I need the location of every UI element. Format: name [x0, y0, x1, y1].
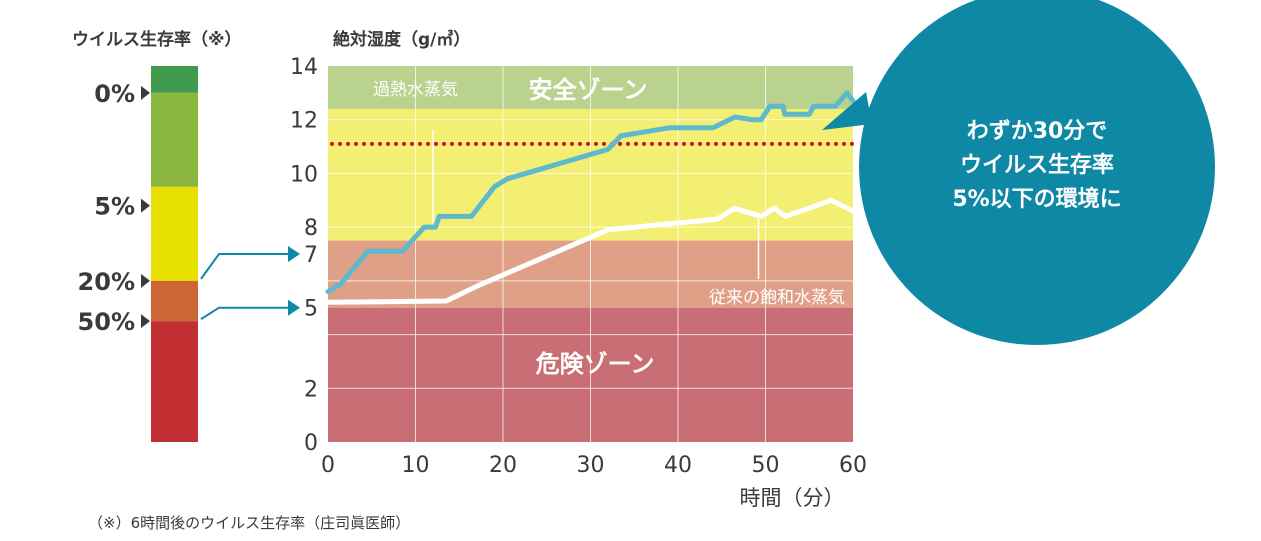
y-tick-label: 8: [304, 216, 318, 241]
scale-link-line: [200, 253, 288, 280]
x-tick-labels: 0 10 20 30 40 50 60: [321, 453, 867, 478]
x-axis-title: 時間（分）: [740, 486, 845, 510]
scale-marker-arrow: [141, 85, 150, 100]
callout-text-line: わずか30分で: [967, 119, 1108, 144]
callout-text-line: ウイルス生存率: [960, 152, 1114, 178]
x-tick-label: 50: [752, 453, 780, 478]
series-lines: [325, 90, 856, 305]
left-scale-title: ウイルス生存率（※）: [72, 29, 242, 50]
footnote: （※）6時間後のウイルス生存率（庄司眞医師）: [88, 514, 410, 532]
callout-text-line: 5%以下の環境に: [952, 186, 1121, 212]
x-tick-label: 30: [577, 453, 605, 478]
scale-marker-label: 50%: [78, 308, 135, 336]
scale-segment: [151, 92, 198, 187]
y-tick-label: 2: [304, 377, 318, 402]
x-tick-label: 0: [321, 453, 335, 478]
safe-zone-label: 安全ゾーン: [529, 76, 648, 104]
scale-segment: [151, 186, 198, 281]
y-tick-label: 7: [304, 243, 318, 268]
series-label-conventional: 従来の飽和水蒸気: [709, 288, 845, 308]
x-tick-label: 10: [402, 453, 430, 478]
scale-marker-arrow: [141, 273, 150, 288]
x-tick-label: 40: [664, 453, 692, 478]
y-tick-label: 0: [304, 431, 318, 456]
scale-link-arrows: [200, 246, 300, 320]
y-tick-labels: 0 2 5 78 10 12 14: [290, 55, 318, 456]
callout-pointer: [822, 92, 872, 130]
gridlines: [328, 66, 853, 442]
y-axis-title: 絶対湿度（g/㎥）: [333, 29, 470, 50]
scale-marker-label: 5%: [94, 193, 135, 221]
danger-zone-label: 危険ゾーン: [536, 350, 655, 378]
scale-segment: [151, 280, 198, 322]
scale-link-arrowhead: [288, 246, 300, 262]
y-tick-label: 14: [290, 55, 318, 80]
y-tick-label: 5: [304, 297, 318, 322]
scale-marker-arrow: [141, 198, 150, 213]
x-tick-label: 20: [489, 453, 517, 478]
conventional-steam-line: [325, 197, 856, 305]
callout-circle: [859, 0, 1215, 345]
scale-segment: [151, 321, 198, 442]
scale-marker-label: 20%: [78, 268, 135, 296]
scale-link-arrowhead: [288, 299, 300, 316]
survival-rate-scale: 0% 5% 20% 50%: [78, 66, 198, 442]
y-tick-label: 12: [290, 109, 318, 134]
x-tick-label: 60: [839, 453, 867, 478]
scale-marker-label: 0%: [94, 80, 135, 108]
superheated-steam-line: [325, 90, 856, 295]
scale-segment: [151, 66, 198, 93]
scale-link-line: [200, 306, 288, 320]
y-tick-label: 10: [290, 162, 318, 187]
series-label-superheated: 過熱水蒸気: [373, 80, 458, 100]
scale-marker-arrow: [141, 314, 150, 329]
